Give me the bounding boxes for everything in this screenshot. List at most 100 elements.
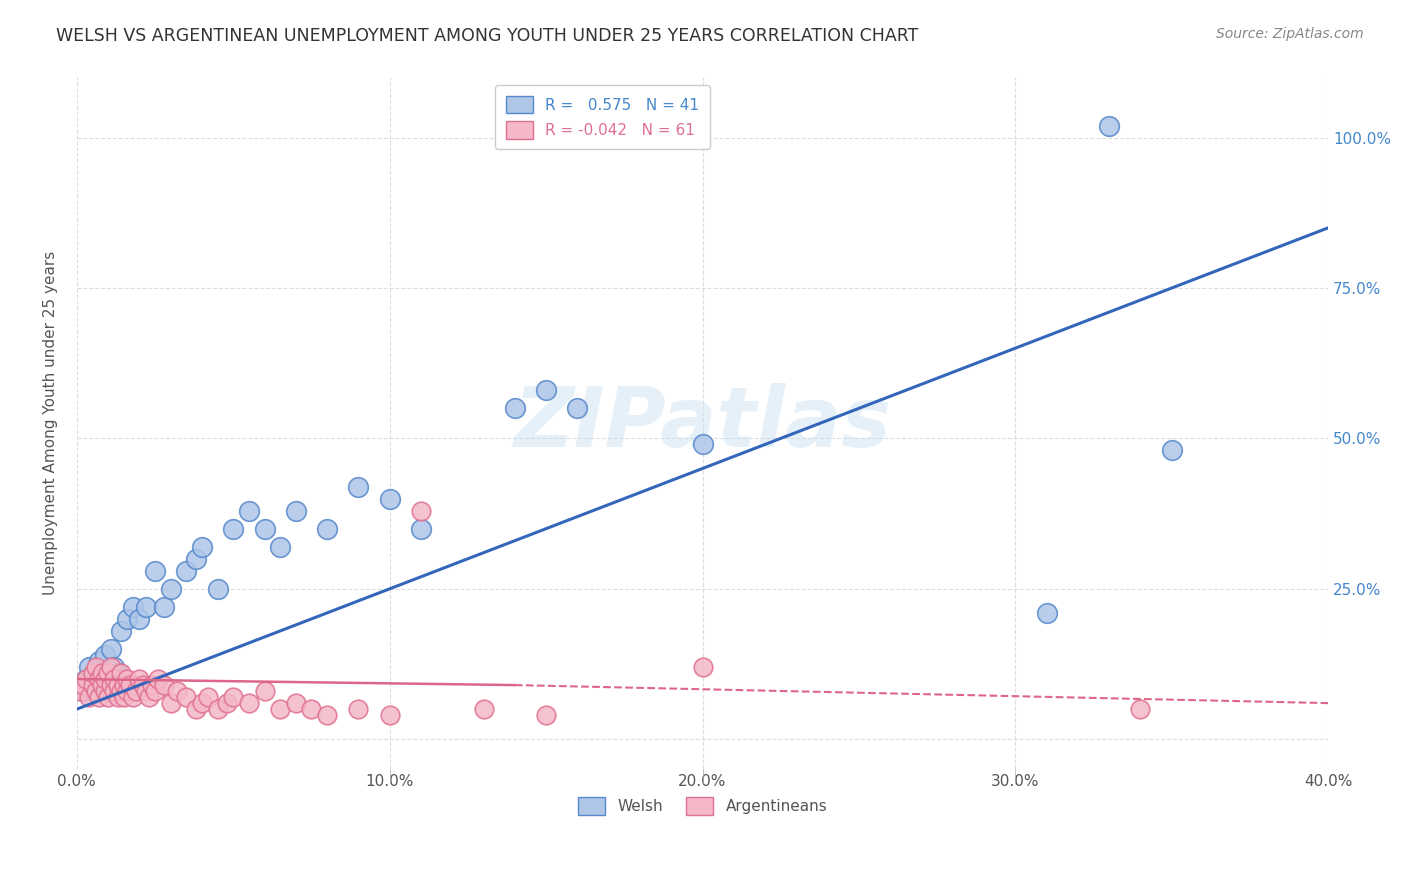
Point xyxy=(378,491,401,506)
Point xyxy=(125,684,148,698)
Point xyxy=(107,690,129,705)
Point xyxy=(253,522,276,536)
Point xyxy=(176,564,198,578)
Point xyxy=(534,384,557,398)
Point xyxy=(567,401,589,416)
Point xyxy=(176,690,198,705)
Point xyxy=(97,690,120,705)
Point xyxy=(87,672,110,686)
Point xyxy=(284,696,307,710)
Point xyxy=(238,696,260,710)
Point xyxy=(82,678,104,692)
Point xyxy=(1129,702,1152,716)
Point xyxy=(94,672,117,686)
Point xyxy=(215,696,238,710)
Point xyxy=(143,564,166,578)
Point xyxy=(166,684,188,698)
Point xyxy=(207,702,229,716)
Point xyxy=(153,678,176,692)
Point xyxy=(1098,119,1121,133)
Point xyxy=(692,437,714,451)
Point xyxy=(1160,443,1182,458)
Point xyxy=(138,690,160,705)
Point xyxy=(75,672,97,686)
Point xyxy=(97,684,120,698)
Point xyxy=(90,666,112,681)
Point xyxy=(115,612,138,626)
Point xyxy=(122,599,145,614)
Point xyxy=(692,660,714,674)
Text: ZIPatlas: ZIPatlas xyxy=(513,383,891,464)
Point xyxy=(135,684,157,698)
Point xyxy=(87,654,110,668)
Point xyxy=(94,648,117,662)
Point xyxy=(534,708,557,723)
Point xyxy=(75,672,97,686)
Point xyxy=(128,672,150,686)
Point xyxy=(107,666,129,681)
Point xyxy=(84,684,107,698)
Point xyxy=(207,582,229,596)
Point xyxy=(115,672,138,686)
Point xyxy=(269,540,291,554)
Point xyxy=(153,599,176,614)
Point xyxy=(222,522,245,536)
Point xyxy=(112,672,135,686)
Point xyxy=(87,690,110,705)
Point xyxy=(79,690,101,705)
Point xyxy=(503,401,526,416)
Point xyxy=(72,684,94,698)
Point xyxy=(110,684,132,698)
Point xyxy=(103,684,125,698)
Point xyxy=(409,503,432,517)
Point xyxy=(159,696,181,710)
Point xyxy=(141,678,163,692)
Point xyxy=(135,599,157,614)
Point xyxy=(112,690,135,705)
Point xyxy=(84,660,107,674)
Point xyxy=(197,690,219,705)
Point xyxy=(84,666,107,681)
Point xyxy=(82,666,104,681)
Point xyxy=(284,503,307,517)
Point xyxy=(107,678,129,692)
Point xyxy=(184,551,207,566)
Point xyxy=(143,684,166,698)
Point xyxy=(79,660,101,674)
Point xyxy=(82,678,104,692)
Point xyxy=(97,666,120,681)
Point xyxy=(159,582,181,596)
Point xyxy=(472,702,495,716)
Point xyxy=(238,503,260,517)
Point xyxy=(253,684,276,698)
Point xyxy=(222,690,245,705)
Point xyxy=(94,684,117,698)
Point xyxy=(378,708,401,723)
Point xyxy=(269,702,291,716)
Point xyxy=(316,708,339,723)
Point xyxy=(112,678,135,692)
Point xyxy=(148,672,170,686)
Point xyxy=(100,660,122,674)
Point xyxy=(90,678,112,692)
Point xyxy=(184,702,207,716)
Point xyxy=(191,540,214,554)
Text: Source: ZipAtlas.com: Source: ZipAtlas.com xyxy=(1216,27,1364,41)
Point xyxy=(118,678,141,692)
Point xyxy=(316,522,339,536)
Point xyxy=(69,684,91,698)
Point xyxy=(110,666,132,681)
Text: WELSH VS ARGENTINEAN UNEMPLOYMENT AMONG YOUTH UNDER 25 YEARS CORRELATION CHART: WELSH VS ARGENTINEAN UNEMPLOYMENT AMONG … xyxy=(56,27,918,45)
Point xyxy=(191,696,214,710)
Point xyxy=(103,660,125,674)
Point xyxy=(100,678,122,692)
Legend: Welsh, Argentineans: Welsh, Argentineans xyxy=(568,788,837,824)
Point xyxy=(110,624,132,638)
Point xyxy=(72,678,94,692)
Point xyxy=(90,672,112,686)
Point xyxy=(409,522,432,536)
Point xyxy=(131,678,153,692)
Point xyxy=(301,702,323,716)
Point xyxy=(347,702,370,716)
Point xyxy=(128,612,150,626)
